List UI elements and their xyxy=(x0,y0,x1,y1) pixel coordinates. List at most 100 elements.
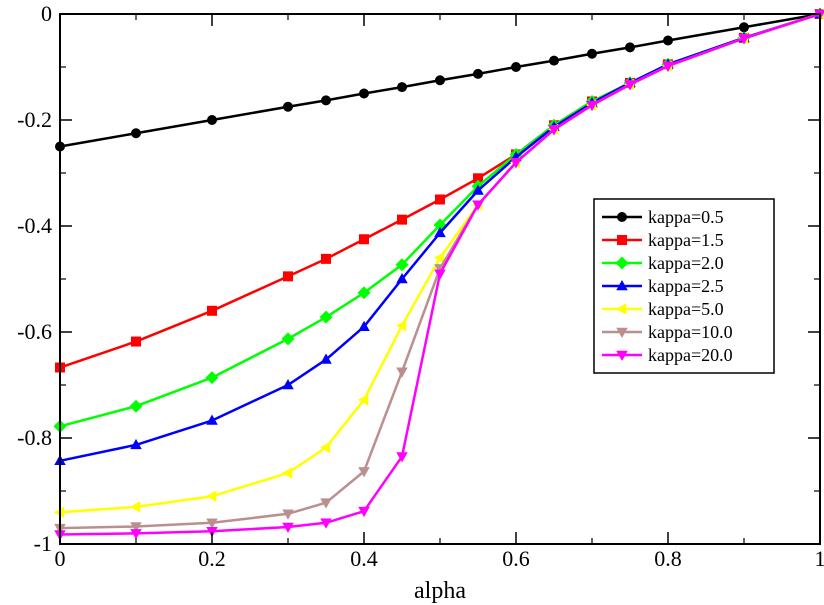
legend-item: kappa=2.5 xyxy=(602,276,724,296)
data-point xyxy=(511,62,521,72)
data-point xyxy=(397,214,407,225)
data-point xyxy=(396,273,408,284)
y-tick-label: 0 xyxy=(41,1,52,26)
data-point xyxy=(358,506,370,518)
legend-swatch-marker xyxy=(617,235,627,245)
data-point xyxy=(472,200,484,211)
data-point xyxy=(320,353,332,364)
data-point xyxy=(625,42,635,53)
data-point xyxy=(320,441,331,454)
legend: kappa=0.5 kappa=1.5 kappa=2.0 kappa=2.5 kapp… xyxy=(593,198,775,374)
legend-label: kappa=20.0 xyxy=(648,345,733,365)
data-point xyxy=(396,319,407,332)
data-point xyxy=(397,82,407,93)
series-line xyxy=(59,12,821,148)
legend-item: kappa=20.0 xyxy=(602,345,733,365)
legend-swatch-marker xyxy=(616,350,628,361)
data-point xyxy=(359,234,369,245)
data-point xyxy=(207,305,217,316)
legend-label: kappa=2.0 xyxy=(648,253,724,273)
data-point xyxy=(586,100,598,112)
data-point xyxy=(282,509,294,520)
legend-swatch-marker xyxy=(615,256,629,270)
data-point xyxy=(130,522,142,533)
data-point xyxy=(395,258,409,272)
data-point xyxy=(131,128,141,139)
series-line xyxy=(59,12,821,536)
legend-swatch-marker xyxy=(616,327,628,338)
data-point xyxy=(283,271,293,282)
ticks-layer: 0 0.2 0.4 0.6 0.8 1 0 -0.2 -0.4 -0.6 -0.8 -1 xyxy=(17,1,824,571)
data-point xyxy=(510,158,522,169)
data-point xyxy=(130,529,142,540)
x-tick-label: 0.4 xyxy=(350,546,378,571)
data-point xyxy=(206,490,217,503)
legend-swatch-marker xyxy=(616,303,627,315)
data-point xyxy=(129,399,143,413)
data-point xyxy=(358,467,370,478)
legend-label: kappa=5.0 xyxy=(648,299,724,319)
legend-label: kappa=10.0 xyxy=(648,322,733,342)
y-tick-label: -1 xyxy=(34,531,52,556)
data-point xyxy=(359,88,369,99)
data-point xyxy=(739,22,749,33)
x-tick-label: 0.8 xyxy=(654,546,682,571)
legend-item: kappa=2.0 xyxy=(602,253,724,273)
legend-label: kappa=2.5 xyxy=(648,276,724,296)
data-point xyxy=(130,438,142,450)
data-point xyxy=(434,226,446,238)
data-point xyxy=(434,252,445,264)
data-point xyxy=(358,394,369,406)
legend-swatch-marker xyxy=(616,280,628,291)
data-point xyxy=(435,194,445,205)
data-point xyxy=(320,498,332,509)
x-axis-label: alpha xyxy=(414,578,466,604)
data-point xyxy=(435,75,445,86)
data-point xyxy=(624,80,636,91)
data-point xyxy=(206,518,218,529)
data-point xyxy=(549,55,559,66)
y-tick-label: -0.4 xyxy=(17,213,52,238)
data-point xyxy=(283,101,293,112)
data-point xyxy=(130,501,141,513)
legend-item: kappa=10.0 xyxy=(602,322,733,342)
data-point xyxy=(473,68,483,79)
y-tick-label: -0.2 xyxy=(17,107,52,132)
x-tick-label: 1 xyxy=(815,546,824,571)
legend-item: kappa=1.5 xyxy=(602,230,724,250)
data-point xyxy=(282,522,294,534)
data-point xyxy=(396,452,408,463)
data-point xyxy=(321,95,331,106)
data-point xyxy=(434,269,446,280)
data-point xyxy=(206,414,218,425)
legend-swatch-marker xyxy=(617,212,627,222)
data-point xyxy=(396,367,408,378)
data-point xyxy=(282,379,294,390)
legend-item: kappa=0.5 xyxy=(602,207,724,227)
data-point xyxy=(131,336,141,347)
data-point xyxy=(548,125,560,136)
data-point xyxy=(662,61,674,72)
data-point xyxy=(358,320,370,331)
legend-item: kappa=5.0 xyxy=(602,299,724,319)
data-point xyxy=(205,371,219,385)
series-layer xyxy=(53,7,824,541)
data-point xyxy=(207,115,217,125)
series-line xyxy=(59,12,821,463)
data-point xyxy=(473,173,483,184)
data-point xyxy=(282,467,293,479)
data-point xyxy=(321,253,331,264)
x-tick-label: 0.2 xyxy=(198,546,226,571)
y-tick-label: -0.8 xyxy=(17,425,52,450)
x-tick-label: 0.6 xyxy=(502,546,530,571)
data-point xyxy=(472,184,484,195)
legend-label: kappa=1.5 xyxy=(648,230,724,250)
legend-label: kappa=0.5 xyxy=(648,207,724,227)
y-tick-label: -0.6 xyxy=(17,319,52,344)
series-kappa=20.0 xyxy=(54,9,824,541)
data-point xyxy=(319,310,333,324)
data-point xyxy=(663,35,673,46)
data-point xyxy=(587,48,597,59)
x-tick-label: 0 xyxy=(55,546,66,571)
